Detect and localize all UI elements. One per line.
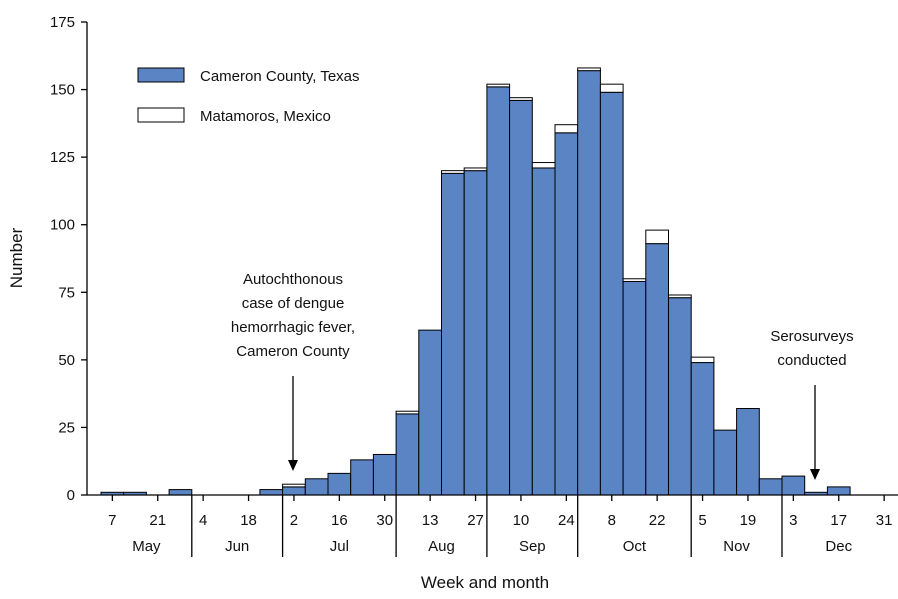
bar-matamoros: [463, 167, 488, 172]
bars-layer: [100, 67, 851, 496]
x-tick-label: 7: [108, 512, 116, 529]
bar-cameron: [736, 408, 760, 496]
bar-cameron: [168, 489, 193, 496]
annotation-dengue: Autochthonous case of dengue hemorrhagic…: [231, 271, 355, 471]
y-tick-label: 75: [58, 284, 75, 301]
month-labels: May Jun Jul Aug Sep Oct Nov Dec: [132, 495, 853, 557]
bar-matamoros: [441, 170, 465, 174]
bar-cameron: [622, 280, 647, 496]
legend-label-cameron: Cameron County, Texas: [200, 68, 360, 85]
legend-swatch-cameron: [137, 67, 185, 83]
bar-cameron: [826, 486, 851, 496]
legend: Cameron County, Texas Matamoros, Mexico: [137, 67, 360, 125]
y-tick-label: 175: [50, 14, 75, 31]
bar-cameron: [781, 475, 806, 496]
month-label: May: [132, 538, 161, 555]
bar-cameron: [282, 486, 306, 496]
x-tick-label: 31: [876, 512, 893, 529]
bar-cameron: [599, 91, 624, 496]
bar-cameron: [463, 170, 488, 496]
bar-matamoros: [395, 410, 420, 415]
bar-cameron: [486, 86, 511, 496]
annotation-serosurveys-line-1: Serosurveys: [770, 328, 853, 345]
annotation-serosurveys-line-2: conducted: [777, 352, 846, 369]
x-tick-label: 22: [649, 512, 666, 529]
month-label: Jun: [225, 538, 249, 555]
bar-cameron: [645, 243, 669, 496]
bar-matamoros: [599, 83, 624, 93]
bar-cameron: [304, 478, 329, 496]
bar-cameron: [372, 453, 397, 496]
annotation-dengue-arrow-head: [288, 460, 298, 471]
legend-swatch-matamoros: [137, 107, 185, 123]
bar-matamoros: [486, 83, 511, 88]
y-tick-label: 150: [50, 82, 75, 99]
annotation-dengue-line-1: Autochthonous: [243, 271, 343, 288]
bar-matamoros: [645, 229, 669, 245]
legend-label-matamoros: Matamoros, Mexico: [200, 108, 331, 125]
bar-cameron: [418, 329, 442, 496]
annotation-dengue-line-3: hemorrhagic fever,: [231, 319, 355, 336]
month-label: Jul: [330, 538, 349, 555]
annotation-serosurveys: Serosurveys conducted: [770, 328, 854, 480]
month-label: Nov: [723, 538, 750, 555]
x-tick-label: 19: [740, 512, 757, 529]
y-axis-ticks: 0 25 50 75 100 125 150 175: [50, 14, 87, 504]
y-tick-label: 25: [58, 419, 75, 436]
month-label: Oct: [623, 538, 647, 555]
bar-matamoros: [531, 162, 556, 169]
month-label: Aug: [428, 538, 455, 555]
bar-matamoros: [577, 67, 601, 72]
x-axis-title: Week and month: [421, 573, 549, 592]
bar-cameron: [554, 132, 579, 496]
bar-cameron: [350, 459, 374, 496]
y-axis-title: Number: [7, 227, 26, 288]
x-tick-label: 3: [789, 512, 797, 529]
y-tick-label: 125: [50, 149, 75, 166]
bar-cameron: [327, 472, 352, 496]
bar-cameron: [713, 429, 738, 496]
bar-cameron: [690, 362, 715, 496]
x-tick-label: 30: [376, 512, 393, 529]
annotation-dengue-line-4: Cameron County: [236, 343, 350, 360]
bar-matamoros: [282, 483, 306, 488]
bar-cameron: [441, 172, 465, 496]
y-tick-label: 0: [67, 487, 75, 504]
bar-cameron: [668, 297, 692, 496]
x-tick-label: 27: [467, 512, 484, 529]
annotation-dengue-line-2: case of dengue: [242, 295, 345, 312]
bar-matamoros: [690, 356, 715, 364]
bar-cameron: [259, 489, 284, 496]
bar-cameron: [395, 413, 420, 496]
bar-cameron: [509, 99, 533, 496]
bar-matamoros: [509, 97, 533, 101]
bar-matamoros: [554, 124, 579, 134]
x-tick-label: 5: [698, 512, 706, 529]
x-axis-ticks: 7 21 4 18 2 16 30 13 27 10 24 8 22 5 19 3 17 31: [108, 495, 892, 529]
bar-cameron: [758, 478, 783, 496]
bar-cameron: [531, 167, 556, 496]
x-tick-label: 4: [199, 512, 207, 529]
x-tick-label: 13: [422, 512, 439, 529]
bar-cameron: [577, 70, 601, 496]
y-tick-label: 100: [50, 217, 75, 234]
x-tick-label: 18: [240, 512, 257, 529]
x-tick-label: 10: [513, 512, 530, 529]
x-tick-label: 17: [830, 512, 847, 529]
month-label: Sep: [519, 538, 546, 555]
x-tick-label: 8: [608, 512, 616, 529]
bar-matamoros: [622, 278, 647, 282]
x-tick-label: 16: [331, 512, 348, 529]
month-label: Dec: [825, 538, 852, 555]
annotation-serosurveys-arrow-head: [810, 469, 820, 480]
x-tick-label: 24: [558, 512, 575, 529]
y-tick-label: 50: [58, 352, 75, 369]
x-tick-label: 2: [290, 512, 298, 529]
bar-matamoros: [668, 294, 692, 299]
x-tick-label: 21: [149, 512, 166, 529]
